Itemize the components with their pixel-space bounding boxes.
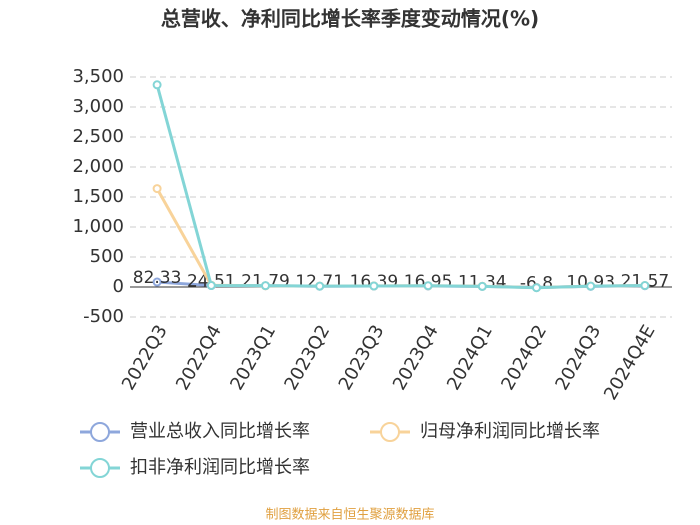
x-tick-label: 2023Q1 (226, 322, 280, 394)
data-point (586, 281, 596, 291)
y-tick-label: -500 (83, 306, 124, 327)
y-tick-label: 2,500 (72, 126, 124, 147)
legend-marker (90, 422, 110, 442)
legend-label: 营业总收入同比增长率 (130, 421, 310, 442)
legend-label: 扣非净利润同比增长率 (130, 457, 310, 478)
y-tick-label: 2,000 (72, 156, 124, 177)
x-tick-label: 2024Q1 (443, 322, 497, 394)
data-point (640, 281, 650, 291)
legend-marker (90, 458, 110, 478)
y-tick-label: 3,000 (72, 96, 124, 117)
data-point (532, 283, 541, 293)
x-tick-label: 2024Q4E (600, 322, 660, 404)
data-point (206, 281, 216, 290)
data-point (152, 184, 162, 194)
chart-title: 总营收、净利同比增长率季度变动情况(%) (161, 7, 539, 31)
x-tick-label: 2023Q4 (389, 322, 443, 394)
data-label: 82.33 (133, 268, 182, 288)
legend-marker (380, 422, 400, 442)
data-point (477, 281, 487, 291)
y-tick-label: 500 (90, 246, 124, 267)
data-point (152, 277, 162, 287)
x-tick-label: 2023Q2 (280, 322, 334, 394)
footer: 制图数据来自恒生聚源数据库 (265, 507, 434, 523)
y-tick-label: 1,000 (72, 216, 124, 237)
data-point (369, 281, 379, 291)
x-tick-label: 2024Q3 (551, 322, 605, 394)
y-tick-label: 3,500 (72, 66, 124, 87)
y-tick-label: 0 (113, 276, 124, 297)
legend-label: 归母净利润同比增长率 (420, 421, 600, 442)
data-point (152, 80, 162, 90)
data-point (261, 281, 270, 291)
data-point (423, 281, 433, 291)
y-tick-label: 1,500 (72, 186, 124, 207)
x-tick-label: 2022Q3 (118, 322, 172, 394)
data-point (315, 281, 325, 291)
series-line (155, 84, 645, 290)
x-tick-label: 2022Q4 (172, 322, 226, 394)
x-tick-label: 2023Q3 (335, 322, 389, 394)
x-tick-label: 2024Q2 (497, 322, 551, 394)
